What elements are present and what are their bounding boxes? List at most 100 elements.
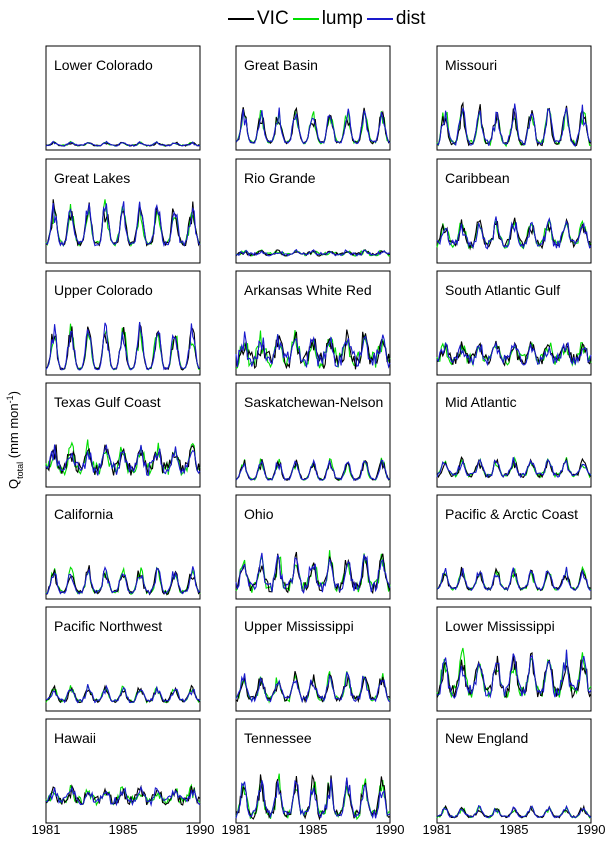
series-line-dist (436, 457, 592, 479)
series-line-dist (436, 216, 592, 250)
panel-title: Rio Grande (244, 170, 316, 186)
panel-frame (235, 45, 391, 151)
y-axis-label-unit: (mm mon (6, 403, 21, 462)
y-axis-label-main: Q (6, 479, 21, 489)
legend-label-lump: lump (321, 8, 363, 29)
panel-2: Upper Colorado (45, 270, 201, 376)
panel-frame (235, 382, 391, 488)
series-line-vic (436, 652, 592, 699)
panel-frame (45, 494, 201, 600)
panel-11: Ohio (235, 494, 391, 600)
legend-entry-lump: lump (292, 8, 363, 30)
panel-frame (45, 606, 201, 712)
panel-14: Missouri (436, 45, 592, 151)
series-line-dist (436, 341, 592, 367)
panel-frame (235, 270, 391, 376)
series-line-dist (45, 201, 201, 248)
x-tick-label-2-1: 1985 (500, 822, 529, 837)
panel-title: Pacific & Arctic Coast (445, 506, 578, 522)
series-line-dist (436, 804, 592, 819)
legend-label-dist: dist (395, 8, 426, 29)
panel-frame (436, 270, 592, 376)
panel-title: Pacific Northwest (54, 618, 162, 634)
y-axis-label: Qtotal (mm mon-1) (5, 391, 25, 489)
series-line-dist (235, 777, 391, 819)
panel-title: Great Basin (244, 57, 318, 73)
panel-frame (436, 382, 592, 488)
panel-title: Hawaii (54, 730, 96, 746)
panel-title: South Atlantic Gulf (445, 282, 560, 298)
panel-frame (235, 158, 391, 264)
x-tick-label-2-2: 1990 (577, 822, 606, 837)
panel-title: Missouri (445, 57, 497, 73)
panel-frame (436, 718, 592, 824)
panel-19: Lower Mississippi (436, 606, 592, 712)
panel-0: Lower Colorado (45, 45, 201, 151)
panel-10: Saskatchewan-Nelson (235, 382, 391, 488)
panel-frame (436, 45, 592, 151)
panel-title: Lower Colorado (54, 57, 153, 73)
panel-title: Great Lakes (54, 170, 130, 186)
y-axis-label-close: ) (6, 391, 21, 395)
panel-12: Upper Mississippi (235, 606, 391, 712)
panel-frame (235, 718, 391, 824)
legend-label-vic: VIC (257, 8, 289, 29)
panel-frame (235, 494, 391, 600)
panel-title: Lower Mississippi (445, 618, 555, 634)
series-line-dist (46, 684, 201, 704)
series-line-dist (235, 552, 391, 595)
panel-grid: Lower Colorado Great Lakes Upper Colorado T… (45, 45, 592, 824)
series-line-dist (235, 331, 391, 369)
panel-20: New England (436, 718, 592, 824)
panel-16: South Atlantic Gulf (436, 270, 592, 376)
panel-frame (45, 382, 201, 488)
panel-frame (235, 606, 391, 712)
legend-swatch-dist (366, 18, 393, 20)
series-line-dist (45, 443, 201, 477)
x-tick-label-0-2: 1990 (186, 822, 215, 837)
panel-15: Caribbean (436, 158, 592, 264)
panel-17: Mid Atlantic (436, 382, 592, 488)
panel-title: Upper Mississippi (244, 618, 354, 634)
series-line-dist (45, 140, 201, 147)
panel-title: Mid Atlantic (445, 394, 517, 410)
panel-title: Arkansas White Red (244, 282, 372, 298)
legend-swatch-vic (228, 18, 254, 20)
series-line-dist (235, 458, 391, 482)
legend-entry-dist: dist (366, 8, 426, 30)
x-tick-label-1-2: 1990 (376, 822, 405, 837)
panel-1: Great Lakes (45, 158, 201, 264)
panel-title: Caribbean (445, 170, 510, 186)
panel-title: Ohio (244, 506, 274, 522)
panel-frame (45, 45, 201, 151)
panel-5: Pacific Northwest (45, 606, 201, 712)
panel-9: Arkansas White Red (235, 270, 391, 376)
series-line-dist (235, 107, 391, 145)
panel-title: Upper Colorado (54, 282, 153, 298)
panel-title: Texas Gulf Coast (54, 394, 161, 410)
y-axis-label-subscript: total (15, 462, 25, 479)
series-line-vic (45, 444, 201, 476)
x-tick-labels: 1981 1985 1990 1981 1985 1990 1981 1985 1990 (32, 822, 606, 837)
panel-frame (45, 270, 201, 376)
panel-frame (45, 718, 201, 824)
x-tick-label-2-0: 1981 (423, 822, 452, 837)
panel-title: California (54, 506, 113, 522)
series-line-dist (436, 103, 592, 147)
panel-8: Rio Grande (235, 158, 391, 264)
panel-title: Tennessee (244, 730, 312, 746)
series-line-dist (45, 566, 201, 596)
panel-title: New England (445, 730, 528, 746)
series-line-dist (436, 649, 592, 700)
series-line-dist (45, 321, 201, 371)
y-axis-label-superscript: -1 (5, 395, 15, 403)
legend-swatch-lump (292, 18, 319, 20)
x-tick-label-0-0: 1981 (32, 822, 61, 837)
x-tick-label-1-1: 1985 (299, 822, 328, 837)
series-line-vic (235, 106, 391, 145)
legend: VIC lump dist (228, 8, 429, 30)
series-line-dist (235, 671, 391, 703)
panel-3: Texas Gulf Coast (45, 382, 201, 488)
panel-18: Pacific & Arctic Coast (436, 494, 592, 600)
